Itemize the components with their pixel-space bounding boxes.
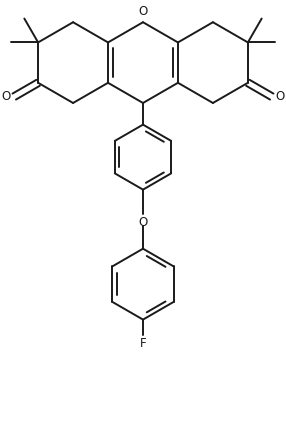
Text: O: O <box>276 90 285 103</box>
Text: O: O <box>138 216 148 229</box>
Text: F: F <box>140 337 146 350</box>
Text: O: O <box>138 5 148 18</box>
Text: O: O <box>1 90 10 103</box>
